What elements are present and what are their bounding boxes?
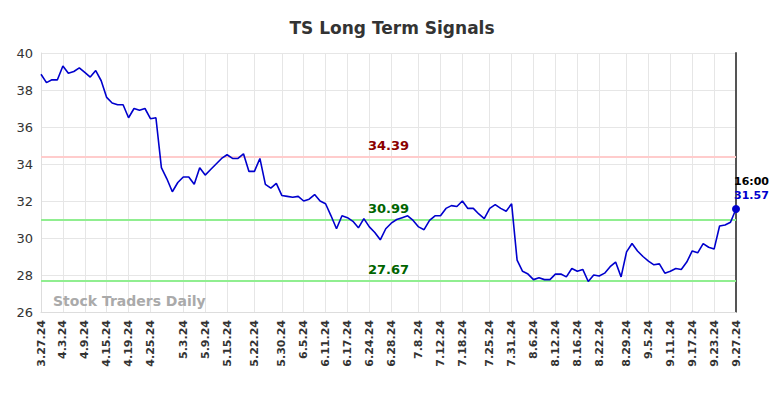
svg-text:4.9.24: 4.9.24 xyxy=(78,320,91,359)
svg-text:8.22.24: 8.22.24 xyxy=(593,320,606,367)
svg-text:9.11.24: 9.11.24 xyxy=(664,320,677,367)
svg-text:6.24.24: 6.24.24 xyxy=(363,320,376,367)
svg-text:3.27.24: 3.27.24 xyxy=(35,320,48,367)
svg-text:32: 32 xyxy=(16,194,33,209)
svg-text:4.15.24: 4.15.24 xyxy=(100,320,113,367)
svg-text:7.25.24: 7.25.24 xyxy=(483,320,496,367)
svg-text:8.12.24: 8.12.24 xyxy=(549,320,562,367)
svg-text:16:00: 16:00 xyxy=(734,175,769,188)
svg-text:5.15.24: 5.15.24 xyxy=(221,320,234,367)
svg-text:5.3.24: 5.3.24 xyxy=(177,320,190,359)
svg-text:28: 28 xyxy=(16,268,33,283)
svg-text:9.27.24: 9.27.24 xyxy=(730,320,743,367)
svg-text:31.57: 31.57 xyxy=(734,189,769,202)
svg-text:6.17.24: 6.17.24 xyxy=(341,320,354,367)
svg-text:26: 26 xyxy=(16,305,33,320)
svg-text:7.8.24: 7.8.24 xyxy=(412,320,425,359)
svg-text:4.3.24: 4.3.24 xyxy=(56,320,69,359)
svg-text:6.28.24: 6.28.24 xyxy=(385,320,398,367)
svg-text:4.25.24: 4.25.24 xyxy=(144,320,157,367)
svg-text:9.5.24: 9.5.24 xyxy=(642,320,655,359)
svg-text:Stock Traders Daily: Stock Traders Daily xyxy=(53,293,206,309)
svg-text:4.19.24: 4.19.24 xyxy=(122,320,135,367)
svg-text:TS Long Term Signals: TS Long Term Signals xyxy=(289,18,494,38)
svg-text:7.12.24: 7.12.24 xyxy=(434,320,447,367)
svg-text:27.67: 27.67 xyxy=(368,262,409,277)
svg-text:7.18.24: 7.18.24 xyxy=(456,320,469,367)
svg-text:34: 34 xyxy=(16,157,33,172)
svg-text:34.39: 34.39 xyxy=(368,138,409,153)
svg-text:5.9.24: 5.9.24 xyxy=(199,320,212,359)
svg-text:38: 38 xyxy=(16,83,33,98)
svg-text:30: 30 xyxy=(16,231,33,246)
svg-text:8.16.24: 8.16.24 xyxy=(571,320,584,367)
svg-text:7.31.24: 7.31.24 xyxy=(505,320,518,367)
svg-text:5.22.24: 5.22.24 xyxy=(248,320,261,367)
svg-text:9.23.24: 9.23.24 xyxy=(708,320,721,367)
svg-text:8.29.24: 8.29.24 xyxy=(620,320,633,367)
svg-text:5.30.24: 5.30.24 xyxy=(275,320,288,367)
svg-text:9.17.24: 9.17.24 xyxy=(686,320,699,367)
svg-text:6.11.24: 6.11.24 xyxy=(319,320,332,367)
svg-text:40: 40 xyxy=(16,46,33,61)
svg-text:36: 36 xyxy=(16,120,33,135)
svg-text:6.5.24: 6.5.24 xyxy=(297,320,310,359)
svg-text:8.6.24: 8.6.24 xyxy=(527,320,540,359)
svg-text:30.99: 30.99 xyxy=(368,201,409,216)
